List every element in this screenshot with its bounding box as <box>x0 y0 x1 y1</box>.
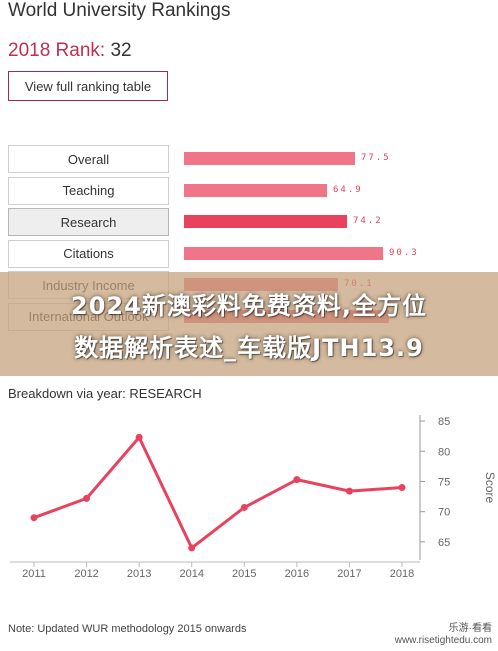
breakdown-title: Breakdown via year: RESEARCH <box>8 386 202 401</box>
y-tick-label: 80 <box>438 446 450 458</box>
rank-display: 2018 Rank: 32 <box>8 40 132 62</box>
x-tick-label: 2014 <box>179 568 203 580</box>
metric-button-citations[interactable]: Citations <box>8 239 169 268</box>
x-tick-label: 2016 <box>285 568 309 580</box>
metric-button-research[interactable]: Research <box>8 208 169 236</box>
metric-button-teaching[interactable]: Teaching <box>8 176 169 205</box>
x-tick-label: 2017 <box>337 568 361 580</box>
research-series-line <box>33 435 403 550</box>
y-tick-label: 85 <box>438 416 450 428</box>
rank-value: 32 <box>110 40 132 61</box>
rank-label: 2018 Rank: <box>8 40 106 61</box>
metric-bar-overall <box>184 152 355 165</box>
x-tick-label: 2015 <box>232 568 256 580</box>
x-tick-label: 2012 <box>74 568 98 580</box>
data-point <box>83 494 91 502</box>
research-line-chart: 65 70 75 80 85 Score 2011 2012 2013 2014 2015 2016 2… <box>10 415 497 580</box>
metric-value: 64.9 <box>333 184 363 195</box>
data-point <box>240 503 248 511</box>
y-axis-label: Score <box>483 472 497 504</box>
x-tick-label: 2011 <box>22 568 46 580</box>
y-tick-label: 70 <box>438 507 450 519</box>
metric-bar-teaching <box>184 183 327 197</box>
view-ranking-table-button[interactable]: View full ranking table <box>8 71 168 101</box>
x-tick-label: 2018 <box>390 568 414 580</box>
metric-value: 77.5 <box>361 153 391 163</box>
data-point <box>293 476 301 484</box>
watermark-line-2: www.risetightedu.com <box>394 635 492 646</box>
overlay-banner: 2024新澳彩料免费资料,全方位 数据解析表述_车载版JTH13.9 <box>0 272 498 376</box>
metric-value: 90.3 <box>389 247 419 258</box>
data-point <box>188 544 196 552</box>
metric-button-overall[interactable]: Overall <box>8 145 169 173</box>
data-point <box>135 433 143 441</box>
watermark-line-1: 乐游·看看 <box>448 623 492 634</box>
metric-bar-research <box>184 215 347 228</box>
y-tick-label: 75 <box>438 476 450 488</box>
data-point <box>345 487 353 495</box>
y-tick-label: 65 <box>438 537 450 549</box>
watermark: 乐游·看看 www.risetightedu.com <box>395 623 492 647</box>
overlay-line-2: 数据解析表述_车载版JTH13.9 <box>74 334 424 362</box>
data-point <box>398 484 406 491</box>
page-title: World University Rankings <box>8 0 231 21</box>
metric-value: 74.2 <box>353 216 383 226</box>
overlay-line-1: 2024新澳彩料免费资料,全方位 <box>71 292 427 320</box>
methodology-note: Note: Updated WUR methodology 2015 onwar… <box>8 623 247 635</box>
x-tick-label: 2013 <box>127 568 151 580</box>
metric-bar-citations <box>184 246 383 260</box>
data-point <box>30 514 38 522</box>
